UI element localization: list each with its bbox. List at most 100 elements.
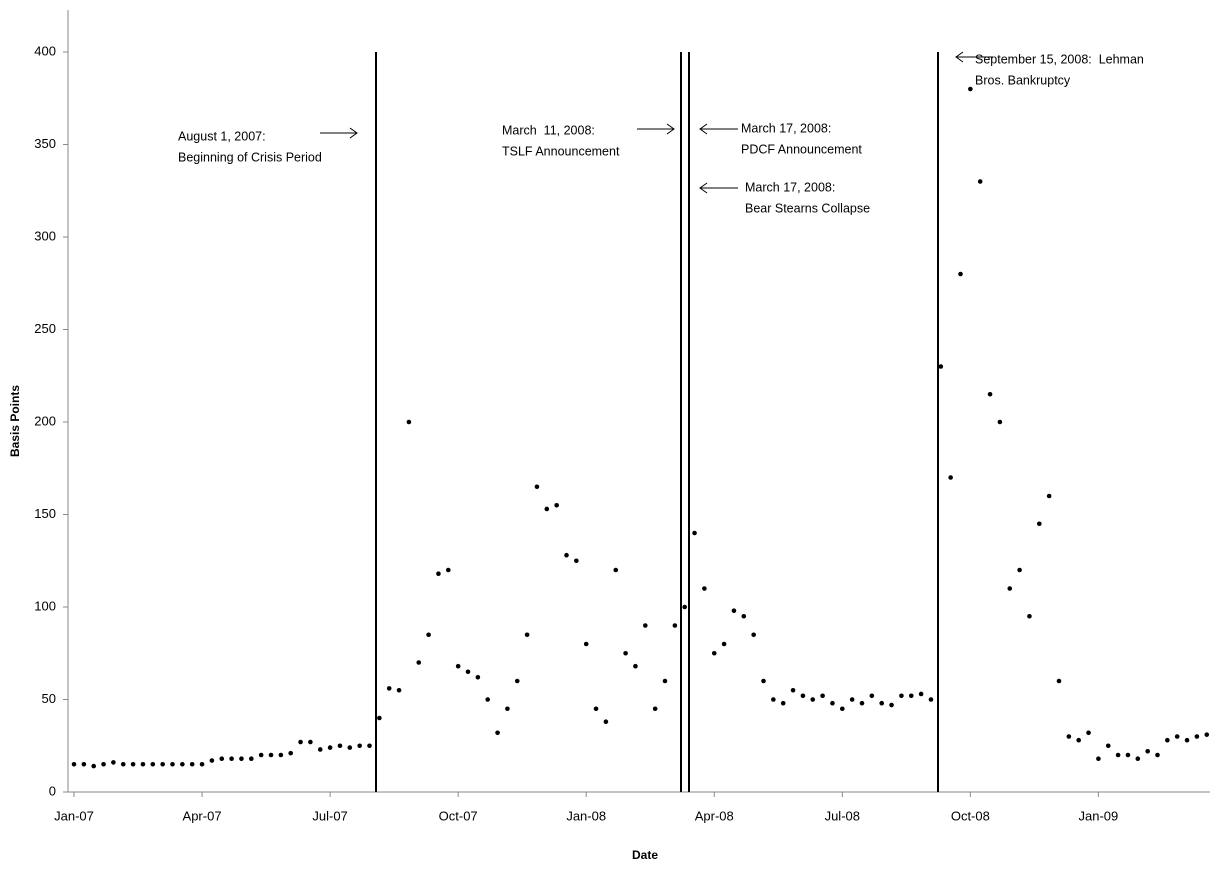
data-point [1007, 586, 1013, 591]
x-tick-label: Oct-08 [951, 808, 990, 823]
data-point [485, 697, 491, 702]
annotation: PDCF Announcement [741, 142, 862, 156]
annotation: TSLF Announcement [502, 144, 620, 158]
data-point [662, 678, 668, 684]
data-point [968, 86, 973, 92]
data-point [396, 687, 402, 693]
x-tick-label: Jul-07 [312, 808, 347, 823]
data-point [327, 745, 333, 750]
data-point [347, 745, 353, 750]
y-tick-label: 150 [34, 506, 56, 521]
data-point [524, 632, 530, 638]
data-point [859, 700, 865, 706]
x-tick-label: Apr-08 [695, 808, 734, 823]
data-point [1037, 521, 1042, 527]
data-point [948, 475, 953, 480]
data-point [249, 756, 254, 761]
data-point [830, 700, 835, 706]
data-point [800, 693, 806, 699]
y-axis-title: Basis Points [8, 385, 22, 457]
annotation: Bear Stearns Collapse [745, 201, 870, 215]
data-point [475, 675, 481, 680]
data-point [337, 743, 343, 749]
data-point [1174, 734, 1180, 739]
data-point [731, 608, 737, 613]
data-point [977, 179, 983, 184]
data-point [820, 693, 825, 699]
x-tick-label: Jan-07 [54, 808, 94, 823]
data-point [623, 650, 628, 656]
data-point [780, 700, 786, 706]
x-tick-label: Jan-08 [566, 808, 606, 823]
y-tick-label: 100 [34, 598, 56, 613]
data-point [702, 586, 707, 591]
data-point [455, 663, 461, 669]
x-tick-label: Apr-07 [183, 808, 222, 823]
data-point [377, 715, 382, 721]
arrow [320, 127, 358, 139]
data-point [1184, 737, 1190, 743]
data-point [140, 761, 146, 767]
y-tick-label: 350 [34, 136, 56, 151]
data-point [160, 761, 165, 767]
data-point [71, 761, 77, 767]
data-point [692, 530, 697, 536]
data-point [997, 419, 1003, 425]
annotation: Beginning of Crisis Period [178, 150, 322, 164]
data-point [603, 719, 609, 724]
data-point [613, 567, 619, 573]
data-point [258, 752, 264, 758]
data-point [672, 623, 678, 628]
data-point [889, 702, 894, 708]
data-point [574, 558, 579, 564]
data-point [91, 763, 96, 769]
data-point [633, 663, 638, 669]
annotation: Bros. Bankruptcy [975, 73, 1071, 87]
data-point [367, 743, 372, 749]
data-point [652, 706, 658, 712]
x-tick-label: Oct-07 [439, 808, 478, 823]
data-point [544, 506, 550, 512]
data-point [120, 761, 126, 767]
data-point [1194, 734, 1200, 739]
data-point [268, 752, 274, 758]
data-point [711, 650, 717, 656]
data-point [899, 693, 904, 699]
y-tick-label: 300 [34, 228, 56, 243]
data-point [209, 758, 215, 763]
data-point [908, 693, 914, 699]
data-point [1115, 752, 1121, 758]
data-point [1165, 737, 1170, 743]
y-tick-label: 400 [34, 43, 56, 58]
data-point [1096, 756, 1101, 761]
data-point [239, 756, 244, 761]
data-point [987, 391, 993, 397]
data-point [495, 730, 500, 736]
data-point [840, 706, 845, 712]
data-point [1135, 756, 1141, 761]
data-point [879, 700, 884, 706]
data-point [1046, 493, 1052, 499]
arrows [320, 51, 993, 194]
data-point [918, 691, 924, 697]
data-point [869, 693, 875, 699]
data-point [298, 739, 303, 745]
data-point [219, 756, 225, 761]
arrow [637, 123, 675, 135]
data-point [81, 761, 87, 767]
data-point [436, 571, 441, 576]
data-point [465, 669, 471, 675]
data-point [1204, 732, 1210, 737]
y-tick-label: 250 [34, 321, 56, 336]
data-point [554, 502, 559, 508]
data-point [357, 743, 362, 749]
data-point [150, 761, 156, 767]
arrow [955, 51, 993, 63]
data-point [1076, 737, 1081, 743]
data-point [643, 623, 648, 628]
data-point [761, 678, 766, 684]
x-axis-title: Date [632, 848, 658, 862]
y-tick-label: 50 [42, 691, 56, 706]
data-point [928, 697, 934, 702]
